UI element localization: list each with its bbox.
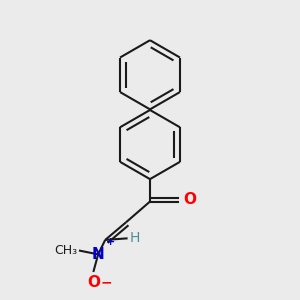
Text: CH₃: CH₃: [54, 244, 77, 257]
Text: O: O: [184, 192, 196, 207]
Text: −: −: [100, 275, 112, 289]
Text: +: +: [106, 237, 116, 247]
Text: H: H: [129, 231, 140, 245]
Text: N: N: [92, 247, 104, 262]
Text: O: O: [87, 275, 100, 290]
